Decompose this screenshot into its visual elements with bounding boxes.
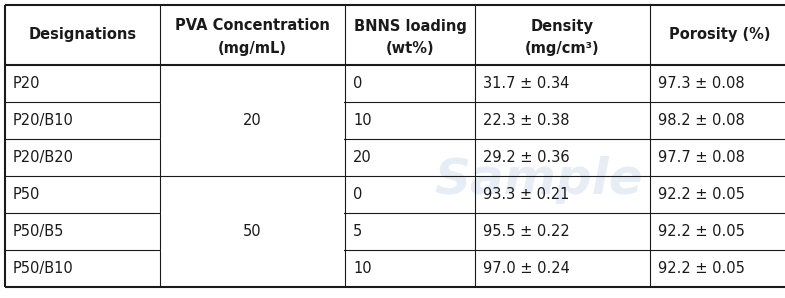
Text: 20: 20 [353, 150, 372, 165]
Text: 5: 5 [353, 224, 362, 239]
Text: 10: 10 [353, 113, 371, 128]
Text: 31.7 ± 0.34: 31.7 ± 0.34 [483, 76, 569, 91]
Text: P50: P50 [13, 187, 40, 202]
Text: 10: 10 [353, 261, 371, 276]
Text: 98.2 ± 0.08: 98.2 ± 0.08 [658, 113, 745, 128]
Text: P20: P20 [13, 76, 41, 91]
Text: Sample: Sample [434, 156, 643, 204]
Text: 92.2 ± 0.05: 92.2 ± 0.05 [658, 187, 745, 202]
Text: P20/B20: P20/B20 [13, 150, 74, 165]
Text: PVA Concentration: PVA Concentration [175, 18, 330, 33]
Text: 92.2 ± 0.05: 92.2 ± 0.05 [658, 224, 745, 239]
Text: 97.7 ± 0.08: 97.7 ± 0.08 [658, 150, 745, 165]
Text: 95.5 ± 0.22: 95.5 ± 0.22 [483, 224, 570, 239]
Bar [161, 100, 344, 103]
Text: (mg/cm³): (mg/cm³) [525, 41, 600, 56]
Text: 29.2 ± 0.36: 29.2 ± 0.36 [483, 150, 570, 165]
Bar [161, 212, 344, 215]
Text: P20/B10: P20/B10 [13, 113, 74, 128]
Text: 20: 20 [243, 113, 262, 128]
Text: Density: Density [531, 18, 594, 33]
Text: (wt%): (wt%) [385, 41, 434, 56]
Text: 0: 0 [353, 187, 363, 202]
Text: P50/B5: P50/B5 [13, 224, 64, 239]
Text: Porosity (%): Porosity (%) [670, 27, 771, 43]
Text: 0: 0 [353, 76, 363, 91]
Text: P50/B10: P50/B10 [13, 261, 74, 276]
Text: 22.3 ± 0.38: 22.3 ± 0.38 [483, 113, 569, 128]
Text: 97.3 ± 0.08: 97.3 ± 0.08 [658, 76, 745, 91]
Text: 50: 50 [243, 224, 262, 239]
Text: 97.0 ± 0.24: 97.0 ± 0.24 [483, 261, 570, 276]
Text: 93.3 ± 0.21: 93.3 ± 0.21 [483, 187, 569, 202]
Text: (mg/mL): (mg/mL) [218, 41, 287, 56]
Bar [161, 137, 344, 140]
Bar [161, 249, 344, 252]
Text: BNNS loading: BNNS loading [353, 18, 466, 33]
Text: Designations: Designations [28, 27, 137, 43]
Text: 92.2 ± 0.05: 92.2 ± 0.05 [658, 261, 745, 276]
